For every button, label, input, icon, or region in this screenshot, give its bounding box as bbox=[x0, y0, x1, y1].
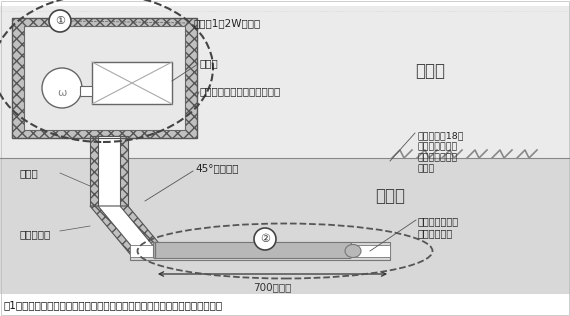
Polygon shape bbox=[90, 206, 168, 254]
Text: 45°　エルボ: 45° エルボ bbox=[195, 163, 238, 173]
Text: 導管（外径18㎜
程度のアクリル
もしくは塩ビパ
イプ）: 導管（外径18㎜ 程度のアクリル もしくは塩ビパ イプ） bbox=[418, 131, 465, 173]
Bar bbox=[90, 136, 128, 206]
Bar bbox=[92, 62, 172, 104]
Bar bbox=[98, 136, 120, 206]
Bar bbox=[90, 136, 128, 138]
Text: 圧力計: 圧力計 bbox=[200, 58, 219, 68]
Bar bbox=[98, 136, 120, 138]
Bar bbox=[0, 158, 570, 294]
Polygon shape bbox=[98, 206, 160, 254]
Text: 凍土層: 凍土層 bbox=[375, 187, 405, 205]
Bar bbox=[24, 26, 185, 130]
Ellipse shape bbox=[345, 245, 361, 258]
Text: 断熱箱（発泡スチロール等）: 断熱箱（発泡スチロール等） bbox=[200, 86, 281, 96]
Circle shape bbox=[254, 228, 276, 250]
Text: ω: ω bbox=[58, 88, 67, 98]
Text: 積雪層: 積雪層 bbox=[415, 62, 445, 80]
Text: 図1　凍土層下層のマトリックポテンシャルを観測するためにテンシオメータ: 図1 凍土層下層のマトリックポテンシャルを観測するためにテンシオメータ bbox=[4, 300, 223, 310]
Bar bbox=[80, 86, 92, 96]
FancyBboxPatch shape bbox=[153, 242, 352, 258]
Bar bbox=[130, 242, 390, 260]
Bar bbox=[130, 245, 390, 257]
Text: ①: ① bbox=[55, 16, 65, 26]
Text: 電球（1〜2W程度）: 電球（1〜2W程度） bbox=[193, 18, 260, 28]
Text: ②: ② bbox=[260, 234, 270, 244]
Text: ポーラスカップ
（観測地点）: ポーラスカップ （観測地点） bbox=[418, 216, 459, 238]
Circle shape bbox=[42, 68, 82, 108]
Text: 脱気水: 脱気水 bbox=[20, 168, 39, 178]
Bar bbox=[0, 294, 570, 316]
Bar bbox=[12, 18, 197, 138]
Circle shape bbox=[49, 10, 71, 32]
Bar bbox=[0, 6, 570, 158]
Text: 管用断熱材: 管用断熱材 bbox=[20, 229, 51, 239]
Text: 700㎜程度: 700㎜程度 bbox=[253, 282, 292, 292]
